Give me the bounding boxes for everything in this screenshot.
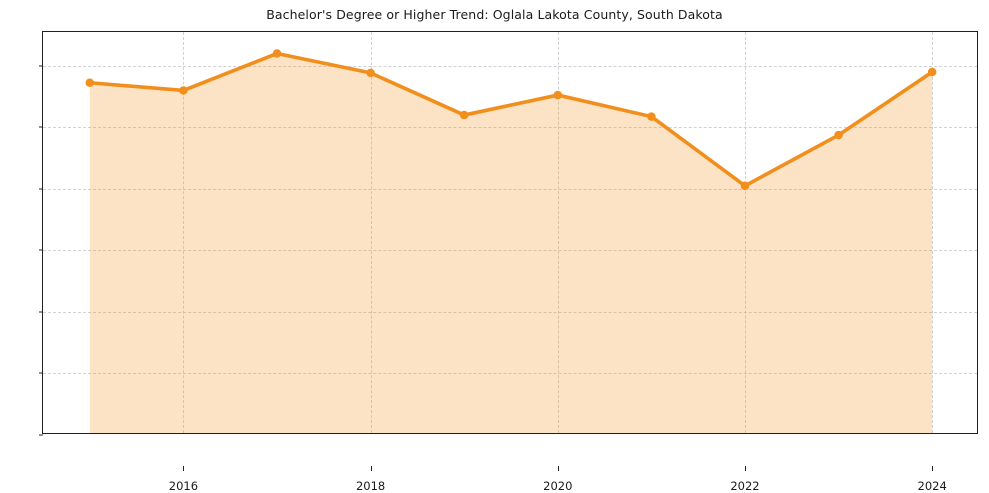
y-axis-tick-mark <box>38 249 43 251</box>
gridline-horizontal <box>43 127 977 129</box>
chart-title: Bachelor's Degree or Higher Trend: Oglal… <box>266 7 723 22</box>
gridline-vertical <box>557 32 559 433</box>
gridline-horizontal <box>43 188 977 190</box>
data-point-marker <box>553 90 563 100</box>
data-point-marker <box>459 110 469 120</box>
gridline-vertical <box>745 32 746 433</box>
line-series-svg <box>85 49 937 433</box>
area-fill <box>89 53 933 433</box>
y-axis-tick-mark <box>38 311 43 313</box>
data-point-marker <box>740 181 750 191</box>
gridline-vertical <box>370 32 372 433</box>
y-axis-tick-mark <box>38 126 43 128</box>
x-axis-tick-label: 2016 <box>168 479 199 493</box>
gridline-horizontal <box>43 311 977 313</box>
plot-inner <box>43 32 977 433</box>
gridline-horizontal <box>43 250 977 252</box>
y-axis-tick-mark <box>38 372 43 374</box>
x-axis-tick-label: 2024 <box>917 479 947 493</box>
x-axis-tick-label: 2020 <box>543 479 573 493</box>
x-axis-tick-label: 2022 <box>730 479 760 493</box>
gridline-horizontal <box>43 65 977 67</box>
data-point-marker <box>85 78 95 88</box>
data-point-marker <box>179 86 188 95</box>
x-axis-tick-mark <box>557 466 559 471</box>
data-point-marker <box>272 49 282 58</box>
gridline-vertical <box>932 32 934 433</box>
y-axis-tick-mark <box>38 188 43 190</box>
gridline-horizontal <box>43 373 977 375</box>
data-point-marker <box>927 67 937 77</box>
data-point-markers <box>85 49 937 191</box>
trend-line <box>87 51 935 188</box>
y-axis-tick-mark <box>38 434 43 436</box>
gridline-vertical <box>183 32 185 433</box>
x-axis-tick-label: 2018 <box>355 479 386 493</box>
data-point-marker <box>647 112 656 121</box>
x-axis-tick-mark <box>370 466 372 471</box>
data-point-marker <box>366 68 375 78</box>
y-axis-tick-mark <box>38 65 43 67</box>
x-axis-tick-mark <box>932 466 934 471</box>
data-point-marker <box>834 130 843 140</box>
x-axis-tick-mark <box>745 466 746 471</box>
x-axis-tick-mark <box>183 466 185 471</box>
